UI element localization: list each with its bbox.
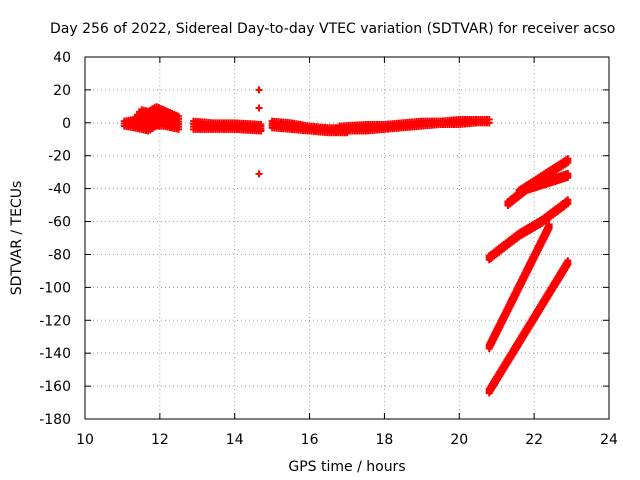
x-tick-label: 14: [226, 432, 244, 448]
data-point: [564, 200, 572, 208]
y-tick-label: -80: [48, 247, 71, 263]
x-tick-label: 16: [301, 432, 319, 448]
y-axis-label: SDTVAR / TECUs: [9, 181, 25, 296]
data-point: [564, 159, 572, 167]
data-point: [564, 261, 572, 269]
data-point: [257, 127, 265, 135]
data-point: [255, 86, 263, 94]
x-tick-label: 18: [376, 432, 394, 448]
y-tick-label: 20: [53, 83, 71, 99]
data-point: [485, 119, 493, 127]
x-tick-label: 22: [525, 432, 543, 448]
data-point: [255, 104, 263, 112]
y-tick-label: 40: [53, 50, 71, 66]
y-tick-label: -100: [39, 280, 71, 296]
y-axis-ticks: 40 20 0 -20 -40 -60 -80 -100 -120 -140 -160 -180: [39, 50, 609, 428]
y-tick-label: -20: [48, 149, 71, 165]
y-tick-label: 0: [62, 116, 71, 132]
x-tick-label: 10: [76, 432, 94, 448]
x-axis-label: GPS time / hours: [288, 459, 405, 475]
data-points: [120, 86, 572, 397]
data-point: [545, 224, 553, 232]
y-tick-label: -160: [39, 379, 71, 395]
data-point: [564, 173, 572, 181]
plot-frame: [84, 56, 610, 420]
x-tick-label: 20: [450, 432, 468, 448]
data-point: [175, 125, 183, 133]
y-tick-label: -180: [39, 412, 71, 428]
chart-title: Day 256 of 2022, Sidereal Day-to-day VTE…: [50, 21, 615, 37]
y-tick-label: -60: [48, 215, 71, 231]
y-tick-label: -140: [39, 346, 71, 362]
y-tick-label: -40: [48, 182, 71, 198]
x-axis-ticks: 10 12 14 16 18 20 22 24: [76, 57, 618, 448]
x-tick-label: 12: [151, 432, 169, 448]
y-tick-label: -120: [39, 313, 71, 329]
x-tick-label: 24: [600, 432, 618, 448]
data-point: [255, 170, 263, 178]
